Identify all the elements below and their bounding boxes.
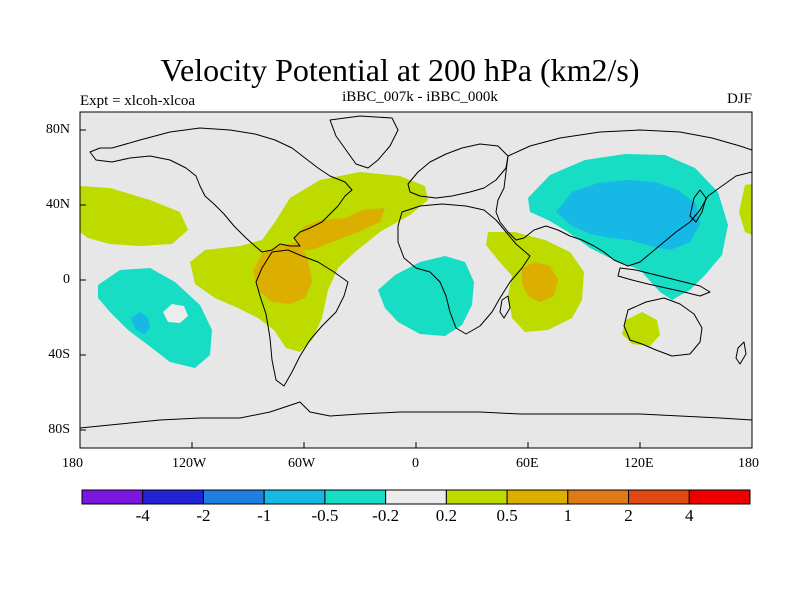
lon-label-0: 0 (412, 456, 419, 471)
experiment-label: Expt = xlcoh-xlcoa (80, 93, 196, 109)
colorbar-swatch (263, 489, 326, 505)
colorbar-label: 4 (685, 506, 694, 525)
contour-positive-south-america-core (253, 242, 312, 304)
colorbar-label: -2 (196, 506, 211, 525)
coast-africa (397, 203, 531, 335)
lat-label-0: 0 (63, 272, 70, 287)
lon-label-60w: 60W (288, 456, 316, 471)
coast-north-america (89, 127, 353, 253)
coast-australia (623, 297, 703, 357)
coast-greenland (329, 115, 399, 169)
colorbar-label: -0.5 (311, 506, 339, 525)
contour-negative-east-asia-core (556, 180, 700, 250)
lat-label-40s: 40S (48, 347, 70, 362)
contour-positive-arabian-sea (522, 262, 558, 302)
colorbar-label: -0.2 (372, 506, 400, 525)
coast-japan (689, 189, 707, 223)
coast-new-zealand (735, 341, 747, 365)
coastlines (80, 115, 752, 429)
map-area (80, 112, 752, 448)
lon-label-120e: 120E (624, 456, 654, 471)
colorbar-label: 0.2 (435, 506, 457, 525)
colorbar-label: -4 (135, 506, 150, 525)
colorbar-label: 0.5 (496, 506, 518, 525)
colorbar (81, 489, 751, 505)
colorbar-swatch (81, 489, 144, 505)
contour-positive-australia (622, 312, 660, 346)
colorbar-label: 2 (624, 506, 633, 525)
coast-south-america (255, 249, 349, 387)
contour-positive-north-pacific (80, 186, 188, 246)
colorbar-swatch (142, 489, 204, 505)
contour-negative-south-pacific (98, 268, 212, 368)
season-label: DJF (726, 91, 752, 107)
coast-antarctica (80, 401, 752, 429)
lat-label-80n: 80N (45, 122, 70, 137)
colorbar-swatch (202, 489, 265, 505)
lat-label-80s: 80S (48, 422, 70, 437)
contour-positive-dateline-east (739, 184, 752, 235)
colorbar-swatch (628, 489, 690, 505)
colorbar-swatch (385, 489, 447, 505)
contour-negative-south-atlantic (378, 256, 474, 336)
colorbar-swatch (567, 489, 630, 505)
plot-title: Velocity Potential at 200 hPa (km2/s) (160, 52, 640, 88)
colorbar-swatch (445, 489, 508, 505)
lon-label-180e: 180 (738, 456, 759, 471)
colorbar-swatch (506, 489, 569, 505)
lat-label-40n: 40N (45, 197, 70, 212)
lon-label-120w: 120W (172, 456, 207, 471)
colorbar-swatch (324, 489, 387, 505)
lon-label-180w: 180 (62, 456, 83, 471)
axis-ticks (80, 129, 641, 448)
colorbar-label: -1 (257, 506, 272, 525)
coast-asia (495, 129, 752, 267)
filled-contours (80, 154, 752, 368)
colorbar-label: 1 (563, 506, 573, 525)
contour-positive-caribbean (295, 208, 385, 250)
case-label: iBBC_007k - iBBC_000k (342, 89, 498, 105)
contour-neutral-hole (163, 304, 188, 323)
coast-indonesia (617, 267, 711, 297)
lon-label-60e: 60E (516, 456, 539, 471)
colorbar-swatch (688, 489, 751, 505)
coast-madagascar (499, 295, 511, 319)
contour-negative-south-pacific-small (131, 312, 150, 334)
